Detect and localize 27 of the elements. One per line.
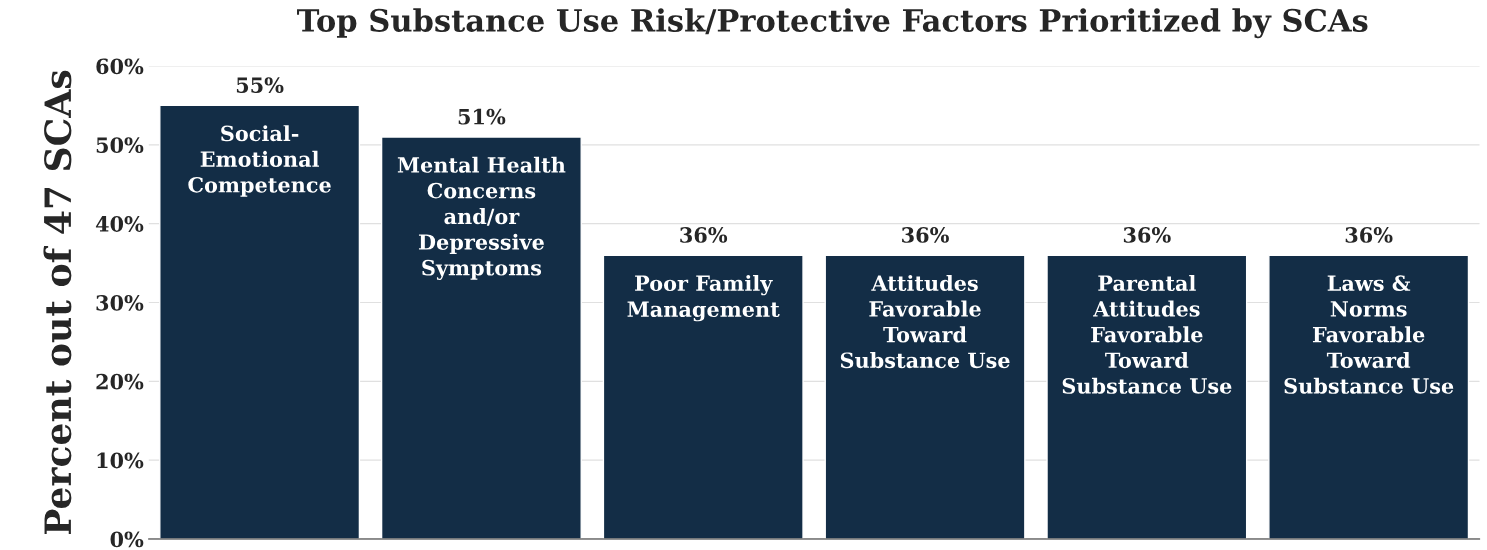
- bar: [602, 254, 804, 539]
- bar: [1046, 254, 1248, 539]
- y-tick-label: 0%: [110, 531, 144, 548]
- x-tick-label: Social- Emotional Competence: [188, 125, 331, 197]
- y-axis-title: Percent out of 47 SCAs: [43, 70, 72, 535]
- data-label: 36%: [902, 227, 949, 243]
- y-tick-label: 60%: [96, 58, 144, 75]
- x-tick-label: Parental Attitudes Favorable Toward Substance Use: [1062, 274, 1232, 394]
- data-label: 36%: [680, 227, 728, 243]
- bar: [824, 254, 1026, 539]
- x-tick-label: Laws & Norms Favorable Toward Substance Use: [1284, 275, 1454, 394]
- y-tick-label: 20%: [96, 373, 144, 390]
- x-tick-label: Poor Family Management: [627, 274, 780, 322]
- data-label: 36%: [1123, 227, 1171, 243]
- y-tick-label: 30%: [96, 294, 144, 311]
- chart-title: Top Substance Use Risk/Protective Factors Prioritized by SCAs: [297, 8, 1368, 39]
- bar: [380, 136, 582, 539]
- bar: [1268, 254, 1470, 539]
- bar: [159, 104, 361, 539]
- data-label: 55%: [236, 77, 284, 94]
- data-label: 51%: [458, 108, 506, 125]
- data-label: 36%: [1345, 227, 1393, 243]
- x-tick-label: Attitudes Favorable Toward Substance Use: [840, 274, 1010, 369]
- y-tick-label: 10%: [97, 452, 144, 469]
- x-tick-label: Mental Health Concerns and/or Depressive Symptoms: [397, 156, 566, 280]
- y-tick-label: 50%: [96, 137, 144, 154]
- y-tick-label: 40%: [95, 216, 144, 232]
